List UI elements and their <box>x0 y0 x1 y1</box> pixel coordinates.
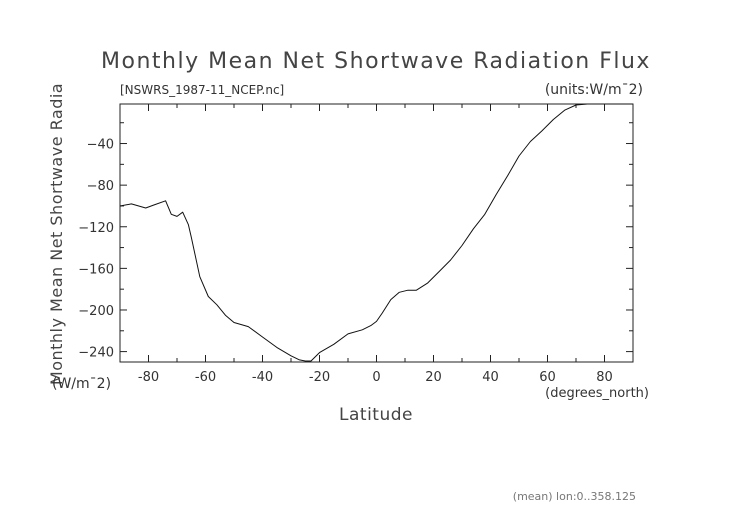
y-tick-label: −240 <box>78 346 114 361</box>
y-axis-label: Monthly Mean Net Shortwave Radia <box>47 83 66 385</box>
x-tick-label: -40 <box>252 370 273 385</box>
x-tick-label: 0 <box>372 370 380 385</box>
series-line <box>119 103 633 362</box>
x-tick-label: 20 <box>425 370 442 385</box>
x-axis: -80 -60 -40 -20 0 20 40 60 80 <box>119 104 634 385</box>
x-tick-label: 60 <box>539 370 556 385</box>
plot-area: -80 -60 -40 -20 0 20 40 60 80 −40 −80 −120 −160 −200… <box>78 103 634 385</box>
x-tick-label: -80 <box>138 370 159 385</box>
x-axis-label: Latitude <box>339 405 413 425</box>
x-unit-label: (degrees_north) <box>545 386 649 401</box>
x-tick-label: 40 <box>482 370 499 385</box>
footer-note: (mean) lon:0..358.125 <box>513 490 636 503</box>
series-layer <box>119 103 633 362</box>
file-label: [NSWRS_1987-11_NCEP.nc] <box>120 83 284 97</box>
x-tick-label: -20 <box>309 370 330 385</box>
y-unit-label: (W/m¯2) <box>52 376 111 392</box>
y-tick-label: −200 <box>78 304 114 319</box>
x-tick-label: -60 <box>195 370 216 385</box>
plot-frame <box>119 103 634 363</box>
y-tick-label: −80 <box>87 179 114 194</box>
x-tick-label: 80 <box>596 370 613 385</box>
y-tick-label: −120 <box>78 221 114 236</box>
y-tick-label: −160 <box>78 262 114 277</box>
y-tick-label: −40 <box>87 138 114 153</box>
chart-title: Monthly Mean Net Shortwave Radiation Flu… <box>101 49 651 74</box>
units-label: (units:W/m¯2) <box>545 82 643 98</box>
y-axis: −40 −80 −120 −160 −200 −240 <box>78 122 633 361</box>
